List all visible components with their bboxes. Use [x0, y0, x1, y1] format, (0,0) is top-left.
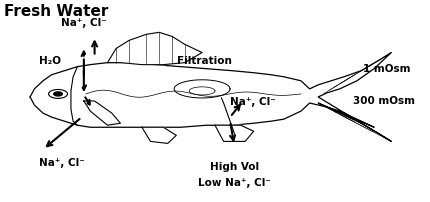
- Circle shape: [49, 89, 68, 98]
- Circle shape: [54, 92, 62, 96]
- Text: Na⁺, Cl⁻: Na⁺, Cl⁻: [61, 18, 107, 28]
- Polygon shape: [30, 53, 391, 141]
- Text: 300 mOsm: 300 mOsm: [353, 96, 415, 106]
- Text: High Vol: High Vol: [210, 162, 259, 172]
- Polygon shape: [108, 32, 202, 65]
- Polygon shape: [142, 127, 176, 143]
- Text: 1 mOsm: 1 mOsm: [363, 64, 411, 74]
- Polygon shape: [215, 125, 254, 141]
- Text: Fresh Water: Fresh Water: [4, 4, 109, 19]
- Text: H₂O: H₂O: [39, 56, 61, 66]
- Text: Low Na⁺, Cl⁻: Low Na⁺, Cl⁻: [198, 178, 271, 188]
- Polygon shape: [84, 101, 120, 125]
- Text: Na⁺, Cl⁻: Na⁺, Cl⁻: [39, 158, 84, 168]
- Text: Filtration: Filtration: [177, 56, 232, 66]
- Text: Na⁺, Cl⁻: Na⁺, Cl⁻: [230, 97, 276, 107]
